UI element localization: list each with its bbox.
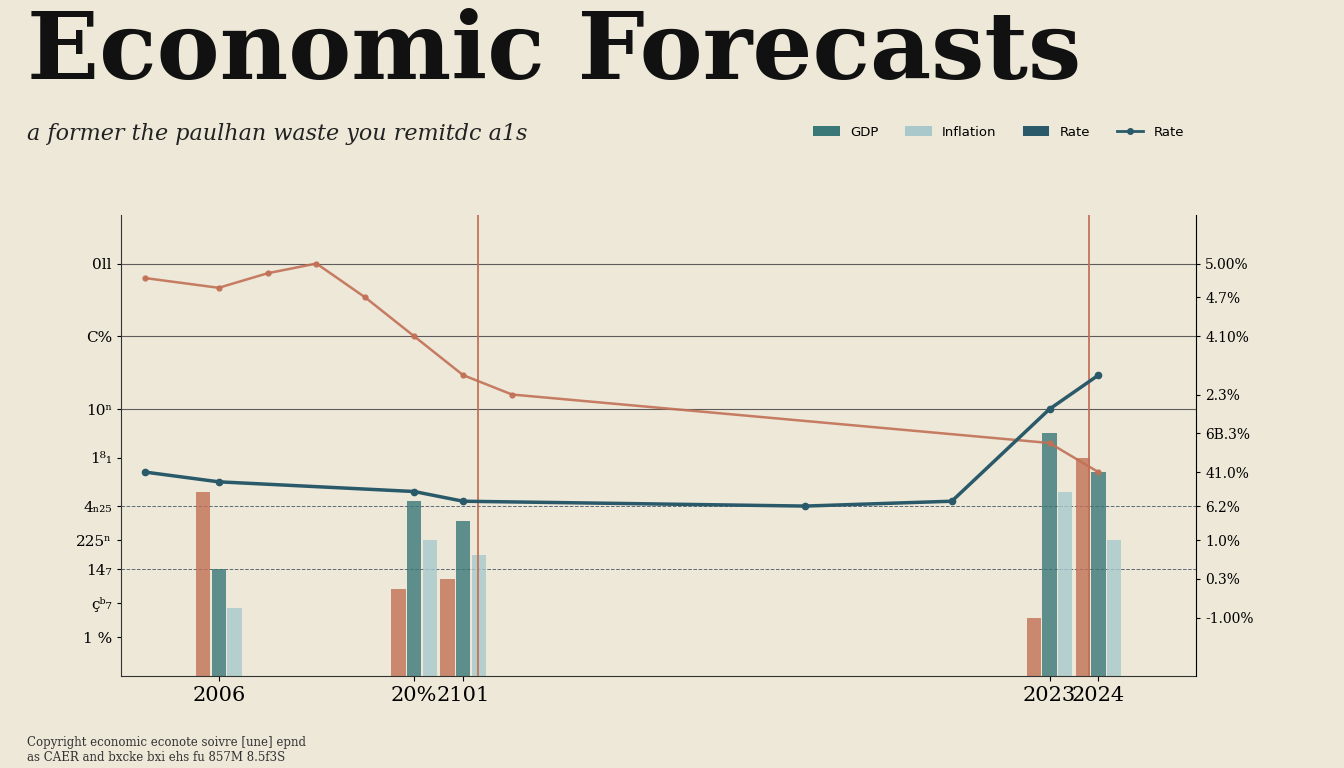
Bar	[211, 569, 226, 676]
Bar	[1027, 617, 1042, 676]
Text: a former the paulhan waste you remitdc a1s: a former the paulhan waste you remitdc a…	[27, 123, 527, 145]
Legend: GDP, Inflation, Rate, Rate: GDP, Inflation, Rate, Rate	[808, 121, 1189, 144]
Bar	[407, 502, 422, 676]
Bar	[1058, 492, 1073, 676]
Bar	[1075, 458, 1090, 676]
Bar	[227, 608, 242, 676]
Bar	[456, 521, 470, 676]
Bar	[1043, 433, 1056, 676]
Bar	[441, 579, 454, 676]
Bar	[1107, 540, 1121, 676]
Bar	[196, 492, 210, 676]
Text: Copyright economic econote soivre [une] epnd
as CAER and bxcke bxi ehs fu 857M 8: Copyright economic econote soivre [une] …	[27, 737, 306, 764]
Bar	[472, 554, 487, 676]
Bar	[422, 540, 437, 676]
Text: Economic Forecasts: Economic Forecasts	[27, 8, 1081, 98]
Bar	[1091, 472, 1106, 676]
Bar	[391, 588, 406, 676]
